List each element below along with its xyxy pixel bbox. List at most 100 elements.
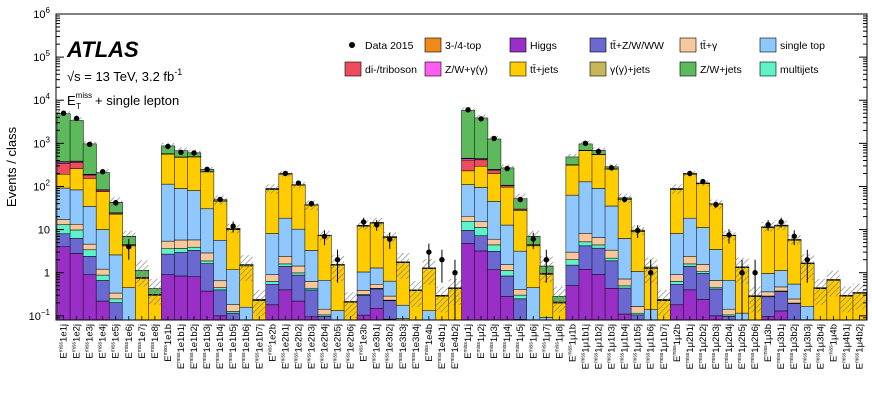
label-prefix-base: E [567, 356, 578, 362]
label-prefix-base: E [85, 352, 96, 358]
label-prefix-base: E [398, 363, 409, 369]
label-prefix-base: E [541, 352, 552, 358]
label-prefix-sup: miss [841, 352, 847, 363]
bar-segment-ttZWWW-2 [82, 256, 97, 275]
label-category: 1e1b5j [228, 324, 239, 353]
label-category: 1e2b [267, 324, 278, 345]
legend-swatch [679, 61, 697, 77]
legend-label: Higgs [530, 40, 557, 52]
label-prefix-sup: miss [633, 352, 639, 363]
data-point-36 [530, 236, 536, 242]
bar-segment-ttZWWW-33 [487, 251, 502, 271]
bar-segment-singletop-48 [683, 217, 697, 257]
data-point-33 [491, 135, 497, 142]
bar-segment-ttgamma-49 [696, 264, 710, 272]
y-tick-label-2: 10 [38, 225, 50, 237]
bar-segment-ttZWWW-39 [565, 264, 580, 286]
label-prefix-base: E [215, 363, 226, 369]
bar-segment-ttZWWW-54 [761, 296, 776, 317]
bar-segment-ttgamma-3 [95, 268, 110, 276]
label-category: 1μ3b1j [776, 324, 787, 353]
legend-swatch [424, 37, 442, 53]
data-point-8 [165, 143, 171, 150]
y-tick-label-1: 1 [44, 268, 50, 280]
data-point-44 [634, 227, 641, 234]
bar-segment-singletop-13 [226, 269, 241, 305]
bar-segment-ZWjets-31 [461, 110, 476, 159]
data-point-45 [648, 270, 654, 276]
plot-frame [55, 13, 868, 321]
bar-segment-Higgs-10 [187, 276, 202, 321]
bar-segment-ttgamma-11 [200, 252, 215, 262]
y-tick-base: 10 [33, 181, 45, 193]
bar-segment-singletop-34 [500, 224, 515, 265]
y-tick-exp: 3 [46, 135, 51, 144]
label-prefix-base: E [267, 355, 278, 361]
data-point-31 [465, 107, 471, 113]
data-point-57 [804, 257, 810, 263]
label-category: 1μ4b1j [841, 324, 852, 353]
label-prefix-base: E [698, 363, 709, 369]
bar-segment-ttjets-18 [291, 184, 306, 230]
selection-text: Emiss T + single lepton [67, 91, 179, 111]
legend-item-ttjets: tt̄+jets [509, 61, 558, 77]
data-point-11 [204, 166, 210, 173]
y-tick-base: 10 [33, 138, 45, 150]
bar-segment-ttZWWW-31 [461, 230, 476, 244]
label-category: 1μ2j [476, 324, 487, 342]
label-prefix-base: E [633, 363, 644, 369]
data-point-23 [360, 219, 367, 225]
label-prefix-base: E [124, 352, 135, 358]
label-prefix-sup: miss [254, 352, 260, 363]
label-prefix-base: E [411, 363, 422, 369]
x-tick-label-57: Emiss1μ3b3j [802, 324, 813, 369]
uncertainty-band-7 [148, 278, 162, 305]
bar-segment-multijets-9 [174, 248, 189, 253]
label-category: 1μ2b1j [685, 324, 696, 353]
bar-segment-multijets-32 [474, 227, 489, 236]
x-tick-label-36: Emiss1μ6j [528, 324, 539, 359]
x-tick-label-14: Emiss1e1b6j [241, 324, 252, 369]
x-tick-label-39: Emiss1μ1b [567, 324, 578, 362]
x-tick-label-19: Emiss1e2b3j [306, 324, 317, 369]
label-category: 1e2b3j [306, 324, 317, 353]
label-prefix-base: E [189, 363, 200, 369]
bar-segment-multijets-40 [578, 241, 593, 247]
data-point-29 [439, 257, 445, 263]
label-category: 1e3b1j [372, 324, 383, 353]
label-prefix-base: E [776, 363, 787, 369]
label-prefix-base: E [241, 363, 252, 369]
data-point-4 [113, 200, 119, 206]
bar-segment-multijets-34 [500, 270, 515, 277]
label-prefix-sup: miss [789, 352, 795, 363]
bar-segment-ttgamma-24 [369, 283, 384, 289]
label-category: 1e8j [150, 324, 161, 342]
bar-segment-ttgamma-42 [604, 249, 619, 259]
bar-segment-ttjets-41 [591, 154, 606, 189]
uncertainty-band-60 [839, 286, 853, 313]
label-prefix-sup: miss [567, 345, 573, 356]
bar-segment-ZWjets-32 [474, 117, 489, 159]
data-point-55 [778, 219, 784, 225]
legend-label: di-/triboson [365, 64, 417, 76]
label-prefix-base: E [841, 363, 852, 369]
data-point-5 [126, 244, 132, 250]
bar-segment-ttjets-8 [161, 153, 175, 185]
label-prefix-sup: miss [359, 345, 365, 356]
label-prefix-sup: miss [463, 342, 469, 353]
uncertainty-band-61 [852, 283, 866, 310]
selection-base: E [67, 93, 76, 108]
bar-segment-singletop-33 [487, 201, 502, 240]
bar-segment-Higgs-48 [683, 289, 697, 321]
bar-segment-multijets-13 [226, 311, 241, 314]
label-prefix-base: E [450, 363, 461, 369]
label-category: 1e3b2j [385, 324, 396, 353]
bar-segment-singletop-42 [604, 205, 619, 251]
bar-segment-Higgs-9 [174, 275, 189, 321]
bar-segment-ttgamma-50 [709, 280, 724, 288]
bar-segment-ttgamma-44 [630, 306, 645, 314]
bar-segment-singletop-49 [696, 227, 710, 265]
legend: Data 2015 3-/4-top Higgs tt̄+Z/W/WW tt̄+γ sin… [344, 37, 825, 77]
bar-segment-ZWjets-3 [95, 172, 110, 190]
bar-segment-singletop-20 [317, 280, 332, 310]
